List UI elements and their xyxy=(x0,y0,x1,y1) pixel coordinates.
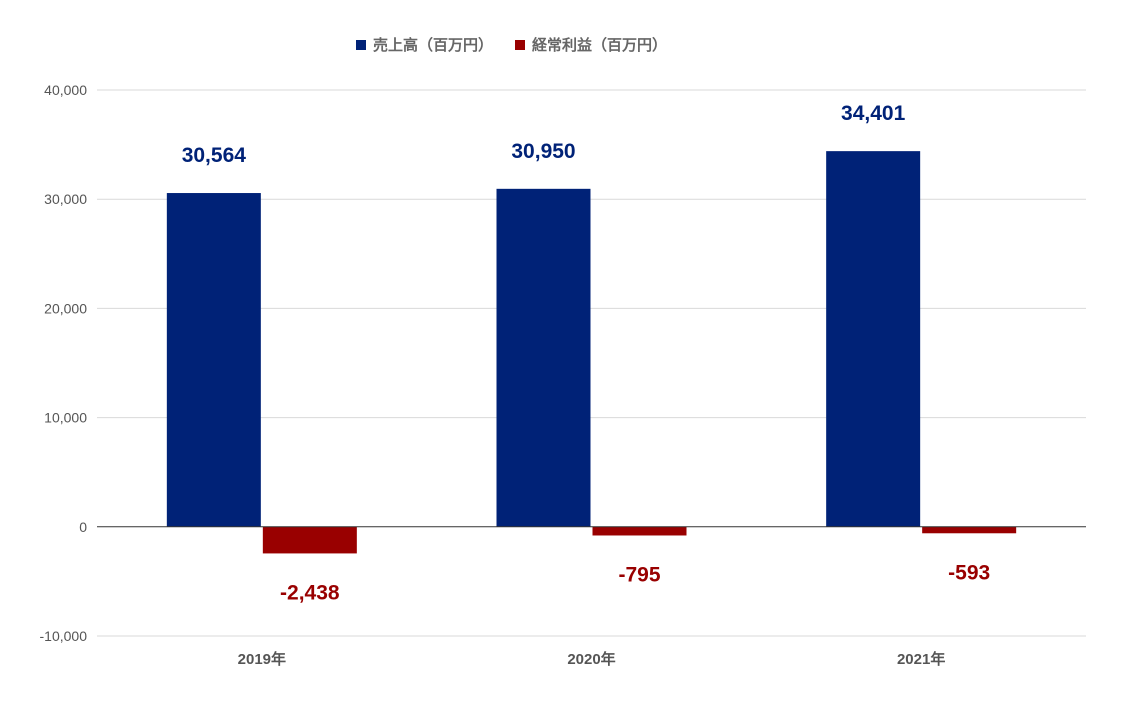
data-label-sales: 34,401 xyxy=(841,102,906,125)
bar-sales xyxy=(166,193,261,527)
legend-label-ordinary-profit: 経常利益（百万円） xyxy=(532,36,667,54)
y-tick-label: -10,000 xyxy=(40,628,88,644)
bar-sales xyxy=(826,151,921,527)
y-axis: 40,000 30,000 20,000 10,000 0 -10,000 xyxy=(40,82,88,644)
y-tick-label: 40,000 xyxy=(44,82,87,98)
data-label-ordinary-profit: -593 xyxy=(948,561,990,584)
x-category-label: 2020年 xyxy=(567,650,615,668)
data-label-ordinary-profit: -2,438 xyxy=(280,581,340,604)
legend: 売上高（百万円） 経常利益（百万円） xyxy=(356,36,667,54)
data-labels: 30,564 -2,438 30,950 -795 34,401 -593 xyxy=(182,102,990,604)
x-category-label: 2019年 xyxy=(238,650,286,668)
x-axis: 2019年 2020年 2021年 xyxy=(238,650,946,668)
data-label-ordinary-profit: -795 xyxy=(618,563,660,586)
bar-sales xyxy=(496,188,591,527)
bar-ordinary-profit xyxy=(592,526,687,536)
bar-ordinary-profit xyxy=(262,526,357,554)
x-category-label: 2021年 xyxy=(897,650,945,668)
legend-label-sales: 売上高（百万円） xyxy=(373,36,493,54)
data-label-sales: 30,564 xyxy=(182,144,247,167)
bars xyxy=(166,151,1017,554)
y-tick-label: 0 xyxy=(79,519,87,535)
y-tick-label: 30,000 xyxy=(44,191,87,207)
legend-swatch-sales xyxy=(356,40,366,50)
y-tick-label: 10,000 xyxy=(44,410,87,426)
legend-swatch-ordinary-profit xyxy=(515,40,525,50)
bar-ordinary-profit xyxy=(922,526,1017,534)
gridlines xyxy=(97,89,1086,637)
y-tick-label: 20,000 xyxy=(44,300,87,316)
data-label-sales: 30,950 xyxy=(511,140,575,163)
